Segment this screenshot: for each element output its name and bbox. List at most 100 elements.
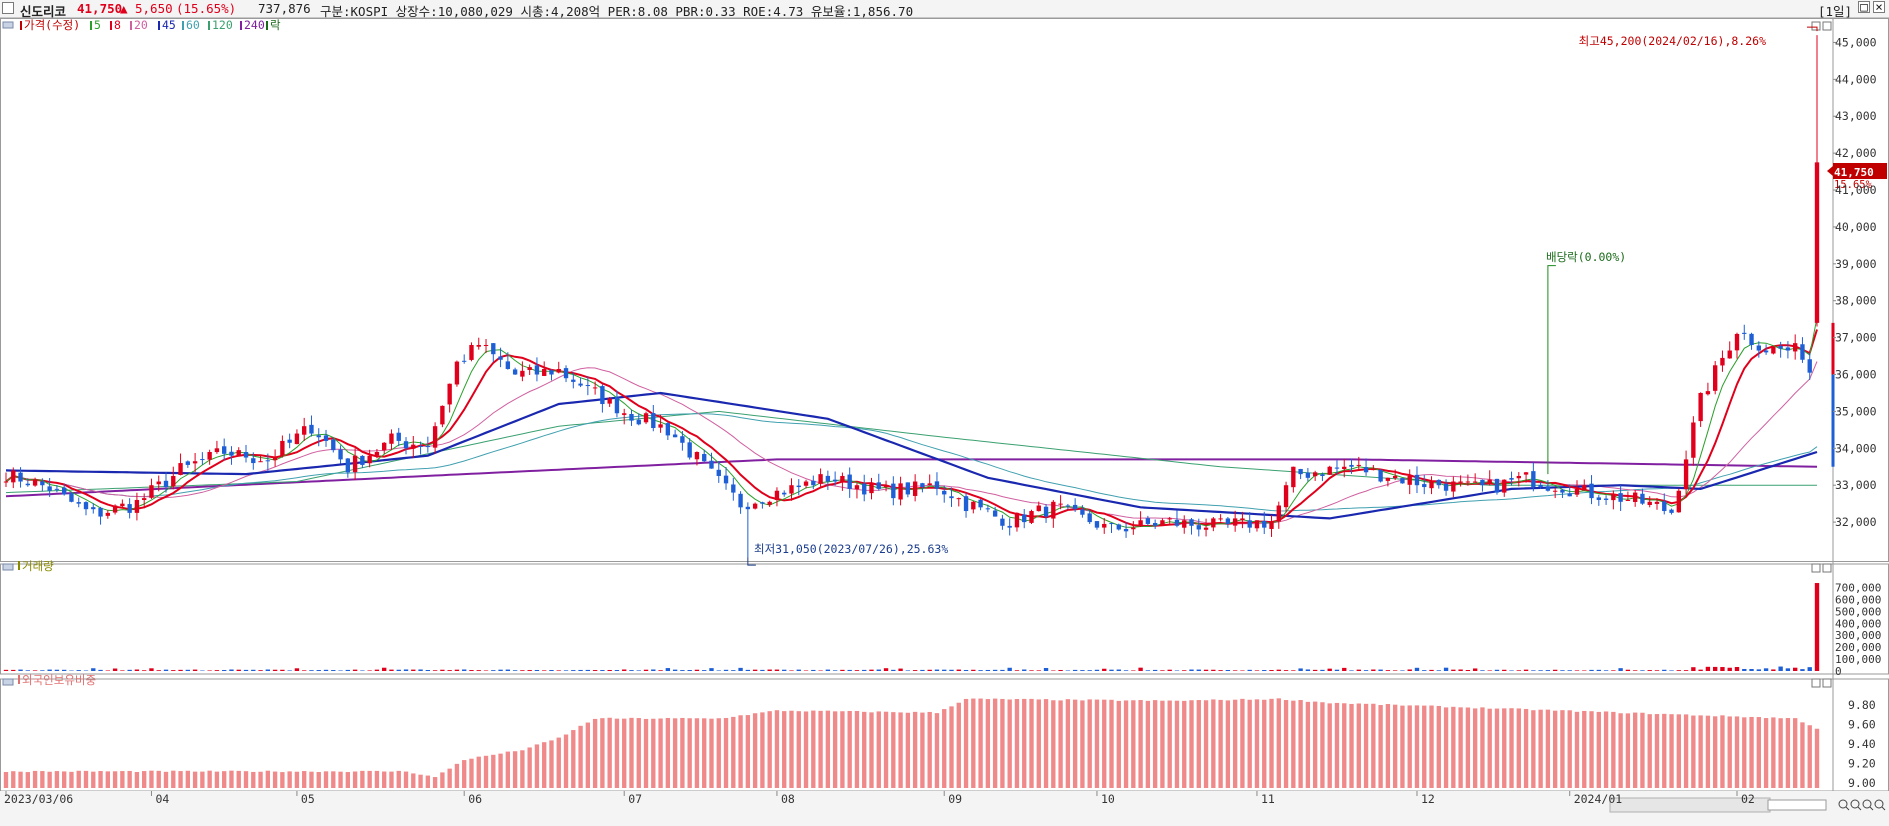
candle-body xyxy=(702,454,707,462)
candle xyxy=(818,468,823,488)
candle-body xyxy=(1276,505,1281,522)
candle-body xyxy=(665,423,671,436)
candle-body xyxy=(432,426,438,448)
close-window-icon[interactable]: × xyxy=(1873,0,1885,13)
candle-body xyxy=(91,507,96,510)
candle-body xyxy=(1683,459,1689,490)
candle xyxy=(672,429,678,438)
volume-bar xyxy=(1516,670,1521,671)
stock-chart[interactable]: 최고45,200(2024/02/16),8.26% 최저31,050(2023… xyxy=(0,18,1889,826)
volume-bar xyxy=(1363,670,1369,671)
candle xyxy=(891,476,896,506)
foreign-ownership-bar xyxy=(1407,705,1412,788)
volume-bar xyxy=(571,670,576,671)
candle xyxy=(1218,514,1223,522)
foreign-ownership-bar xyxy=(1211,699,1216,788)
volume-bar xyxy=(338,670,343,671)
foreign-ownership-bar xyxy=(1451,706,1456,788)
candle xyxy=(1582,479,1587,491)
volume-bar xyxy=(1022,669,1027,671)
legend-swatch xyxy=(266,21,268,30)
candle xyxy=(1298,468,1303,480)
volume-bar xyxy=(47,669,52,671)
candle xyxy=(134,492,140,521)
foreign-ownership-bar xyxy=(98,771,103,788)
foreign-ownership-bar xyxy=(25,772,31,788)
volume-bar xyxy=(1502,669,1507,671)
candle xyxy=(396,427,401,447)
candle-body xyxy=(563,368,569,379)
candle xyxy=(1712,360,1718,395)
volume-bar xyxy=(963,669,969,671)
period-selector[interactable]: [1일] xyxy=(1818,4,1853,19)
candle-body xyxy=(171,475,176,487)
foreign-ownership-bar xyxy=(854,710,860,788)
foreign-ownership-bar xyxy=(1589,711,1594,788)
foreign-ownership-bar xyxy=(600,718,605,788)
foreign-ownership-bar xyxy=(694,718,700,788)
candle xyxy=(1727,341,1732,359)
foreign-ownership-bar xyxy=(869,712,874,788)
candle xyxy=(592,381,598,395)
candle-body xyxy=(963,496,969,512)
candle xyxy=(1516,472,1521,487)
candle xyxy=(1356,456,1361,470)
volume-bar xyxy=(403,669,409,671)
candle-body xyxy=(912,481,918,496)
legend-swatch xyxy=(158,21,160,30)
candle-body xyxy=(1756,345,1761,351)
candle-body xyxy=(1072,504,1078,510)
volume-bar xyxy=(520,670,525,671)
volume-bar xyxy=(1778,666,1783,671)
candle-body xyxy=(83,502,89,510)
foreign-ownership-bar xyxy=(1022,698,1027,788)
volume-bar xyxy=(360,670,365,671)
candle-body xyxy=(1545,486,1551,491)
foreign-ownership-bar xyxy=(1618,713,1623,788)
volume-bar xyxy=(1109,669,1114,671)
candle-body xyxy=(1363,467,1369,473)
candle xyxy=(25,478,31,487)
candle-body xyxy=(1712,365,1718,391)
volume-bar xyxy=(1691,667,1696,671)
foreign-ownership-bar xyxy=(1807,725,1812,788)
candle-body xyxy=(1254,520,1260,529)
ma20-legend: 20 xyxy=(134,18,148,32)
volume-bar xyxy=(738,667,743,671)
volume-bar xyxy=(578,669,583,671)
candle xyxy=(323,429,329,447)
candle xyxy=(1211,517,1216,532)
volume-bar xyxy=(1312,669,1318,671)
candle-body xyxy=(600,386,605,405)
candle-body xyxy=(1698,392,1703,422)
volume-bar xyxy=(207,670,212,671)
candle-body xyxy=(796,485,801,488)
candle xyxy=(709,452,714,469)
restore-window-icon[interactable]: □ xyxy=(1858,0,1870,13)
candle-body xyxy=(1538,484,1543,488)
volume-bar xyxy=(1487,670,1492,671)
candle-body xyxy=(156,481,161,485)
candle xyxy=(1116,523,1121,531)
candle-body xyxy=(1240,518,1245,521)
candle-body xyxy=(178,463,183,475)
foreign-ownership-bar xyxy=(716,718,721,788)
foreign-ownership-bar xyxy=(1778,718,1783,788)
price-tick: 38,000 xyxy=(1835,294,1877,308)
foreign-ownership-bar xyxy=(1072,699,1078,788)
candle xyxy=(32,477,38,487)
candle xyxy=(832,471,838,486)
foreign-ownership-bar xyxy=(789,710,794,788)
candle xyxy=(105,510,111,519)
candle xyxy=(1392,469,1398,481)
candle-body xyxy=(1531,471,1536,488)
zoom-fit-icon-lens xyxy=(1874,799,1884,809)
window-icon[interactable] xyxy=(2,2,14,14)
candle-body xyxy=(462,360,467,362)
candle xyxy=(1436,479,1441,489)
x-label-sep: 09 xyxy=(948,792,962,806)
volume-bar xyxy=(1225,670,1231,671)
foreign-ownership-bar xyxy=(934,713,940,788)
candle xyxy=(1283,481,1289,513)
zoom-out-icon xyxy=(1838,799,1850,811)
